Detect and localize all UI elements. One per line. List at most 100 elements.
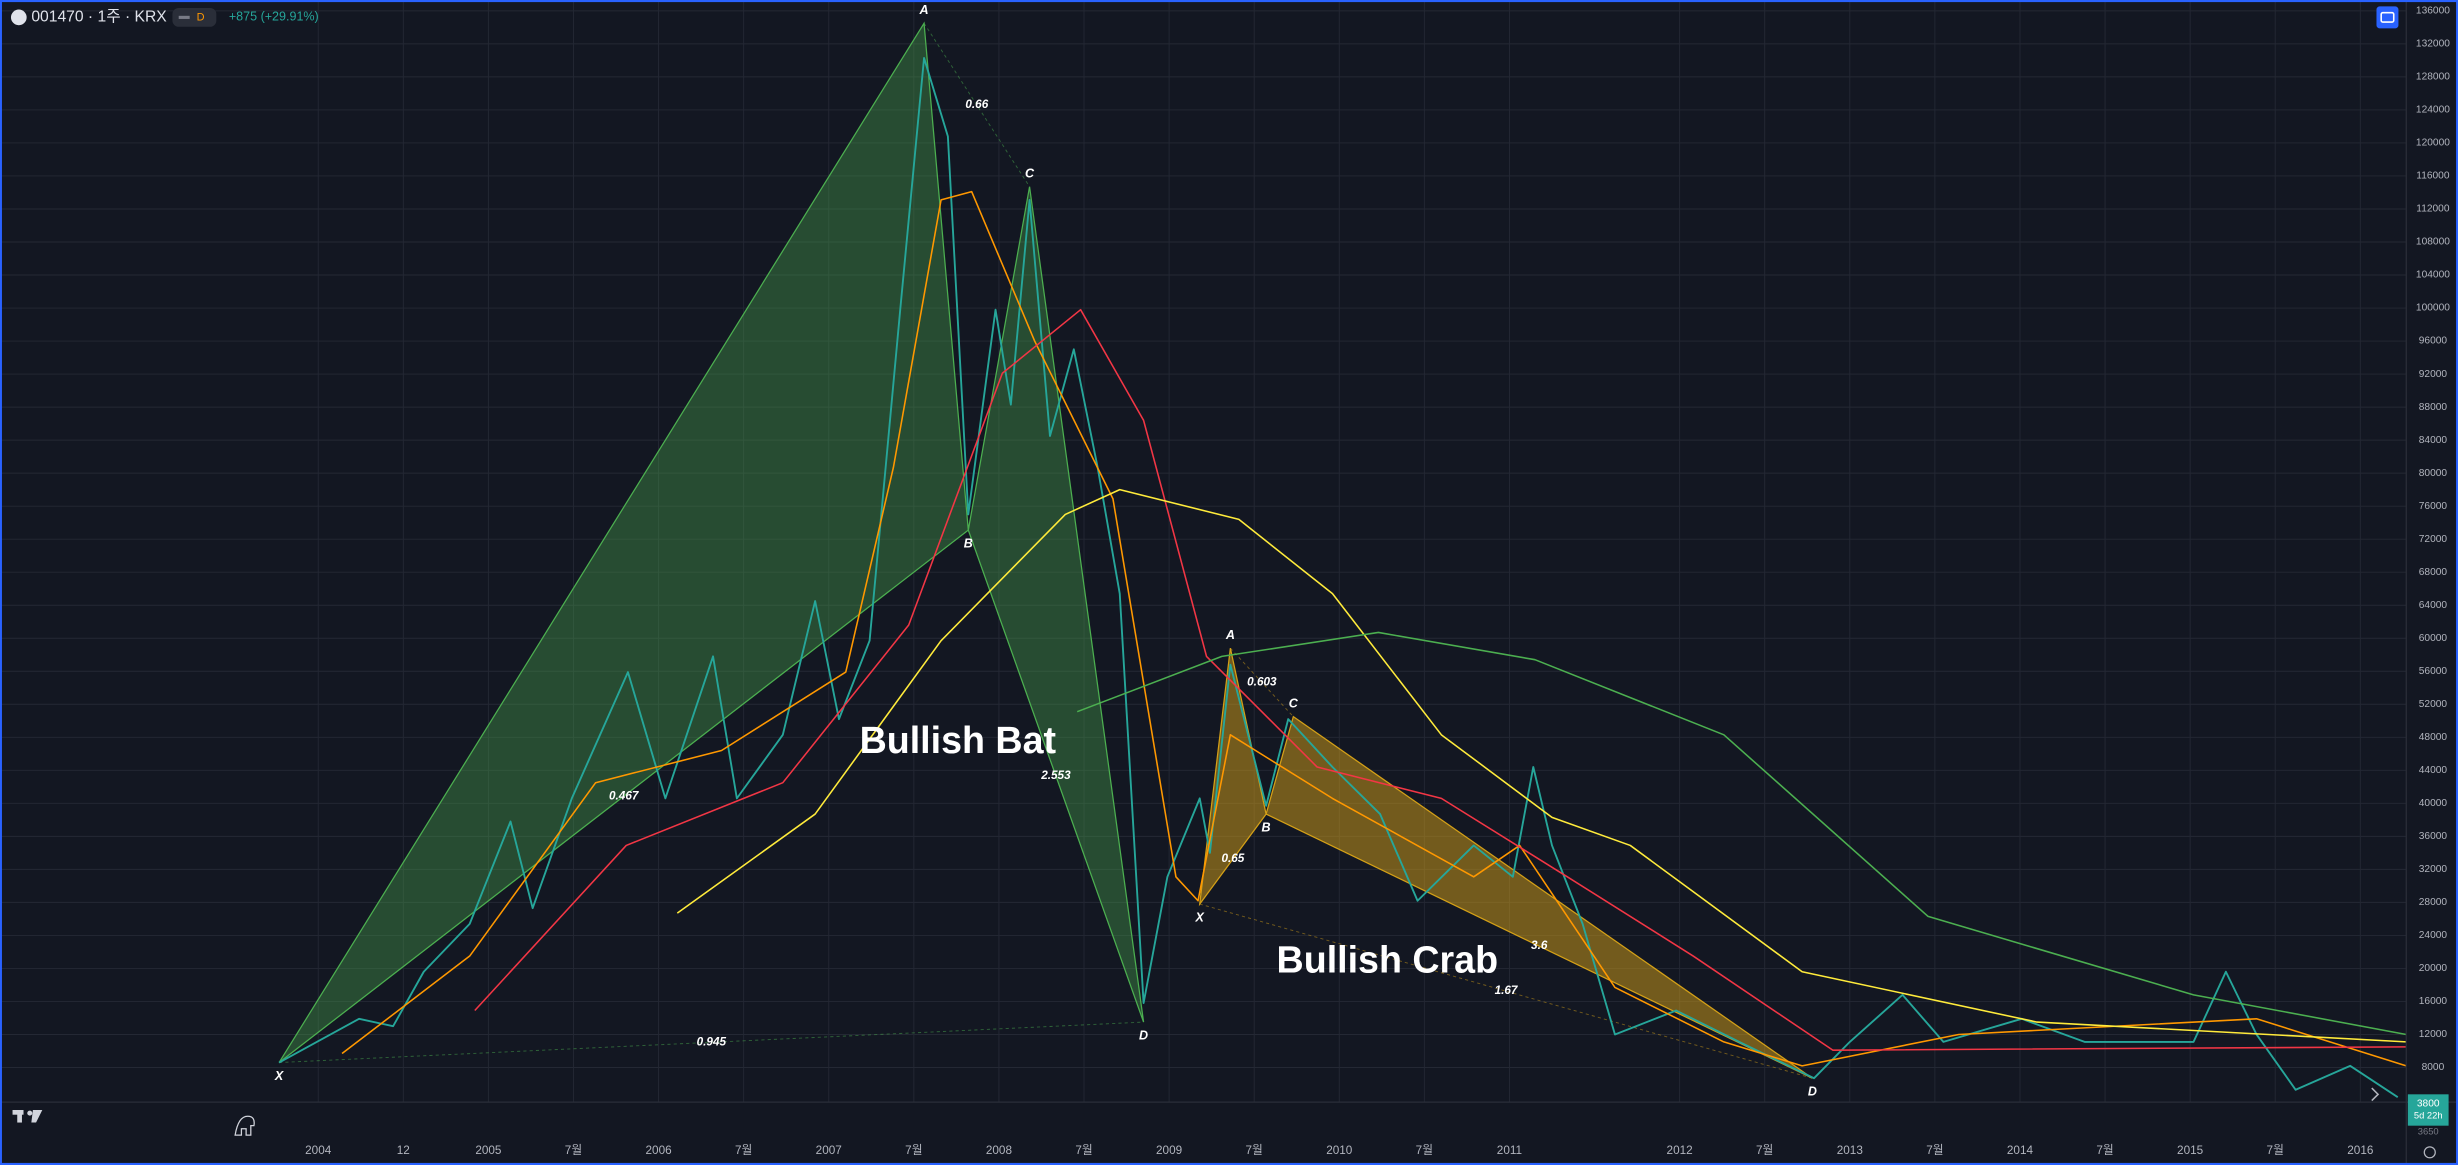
point-label: A <box>1225 628 1235 642</box>
x-tick-label: 7월 <box>2267 1144 2284 1157</box>
pattern-name: Bullish Bat <box>860 719 1057 761</box>
y-tick-label: 28000 <box>2419 897 2448 908</box>
x-tick-label: 2012 <box>1667 1144 1693 1157</box>
settings-icon <box>2380 11 2395 23</box>
y-tick-label: 40000 <box>2419 798 2448 809</box>
y-tick-label: 128000 <box>2416 72 2450 83</box>
ratio-label: 0.65 <box>1221 852 1244 865</box>
y-tick-label: 92000 <box>2419 369 2448 380</box>
series-line <box>341 190 2407 1067</box>
y-tick-label: 8000 <box>2422 1062 2445 1073</box>
grid-layer <box>0 0 2407 1103</box>
pattern-leg <box>1198 648 1267 907</box>
y-tick-label: 20000 <box>2419 963 2448 974</box>
y-tick-label: 100000 <box>2416 303 2450 314</box>
symbol-icon <box>10 9 27 26</box>
y-tick-label: 124000 <box>2416 105 2450 116</box>
y-tick-label: 56000 <box>2419 666 2448 677</box>
x-tick-label: 2008 <box>986 1144 1013 1157</box>
x-tick-label: 2016 <box>2347 1144 2374 1157</box>
x-tick-label: 7월 <box>565 1144 582 1157</box>
series-line <box>1076 631 2407 1036</box>
y-tick-label: 96000 <box>2419 336 2448 347</box>
ratio-label: 0.467 <box>609 789 639 802</box>
y-tick-label: 16000 <box>2419 996 2448 1007</box>
x-tick-label: 2013 <box>1837 1144 1864 1157</box>
y-tick-label: 36000 <box>2419 831 2448 842</box>
y-tick-label: 52000 <box>2419 699 2448 710</box>
ratio-line <box>1265 813 1813 1079</box>
pattern-name: Bullish Crab <box>1277 939 1499 981</box>
y-tick-label: 60000 <box>2419 633 2448 644</box>
interval-badge[interactable] <box>172 7 217 27</box>
y-tick-label: 48000 <box>2419 732 2448 743</box>
scale-settings[interactable] <box>2423 1146 2436 1159</box>
ratio-line <box>279 1021 1144 1064</box>
x-tick-label: 7월 <box>735 1144 752 1157</box>
y-tick-label: 88000 <box>2419 402 2448 413</box>
y-tick-label: 24000 <box>2419 930 2448 941</box>
symbol-text[interactable]: 001470 · 1주 · KRX <box>31 9 167 26</box>
point-label: B <box>964 537 973 551</box>
y-tick-label: 108000 <box>2416 237 2450 248</box>
settings-button[interactable] <box>2376 6 2399 29</box>
x-tick-label: 2006 <box>646 1144 673 1157</box>
y-tick-label: 32000 <box>2419 864 2448 875</box>
point-label: D <box>1808 1085 1817 1099</box>
point-label: X <box>274 1069 284 1083</box>
y-tick-label: 112000 <box>2416 204 2450 215</box>
y-tick-label: 72000 <box>2419 534 2448 545</box>
logo-part <box>27 1110 33 1116</box>
change-text: +875 (+29.91%) <box>229 10 319 24</box>
point-label: C <box>1025 166 1035 180</box>
series-line <box>278 56 2399 1098</box>
logo-part <box>31 1109 43 1123</box>
badge-text: D <box>197 11 205 23</box>
x-tick-label: 7월 <box>1756 1144 1773 1157</box>
last-price: 3800 <box>2417 1098 2440 1109</box>
last-price-box <box>2407 1094 2449 1126</box>
x-tick-label: 2009 <box>1156 1144 1182 1157</box>
point-label: B <box>1262 820 1271 834</box>
point-label: A <box>919 3 929 17</box>
countdown: 5d 22h <box>2414 1110 2443 1121</box>
ratio-label: 2.553 <box>1040 769 1071 782</box>
x-tick-label: 2007 <box>816 1144 842 1157</box>
y-tick-label: 136000 <box>2416 6 2450 17</box>
point-label: D <box>1139 1029 1148 1043</box>
ratio-label: 0.66 <box>965 98 988 111</box>
ratio-line <box>278 529 969 1063</box>
dino-icon[interactable] <box>234 1115 255 1136</box>
y-tick-label: 80000 <box>2419 468 2448 479</box>
series-layer <box>278 56 2407 1098</box>
x-tick-label: 2011 <box>1497 1144 1522 1157</box>
x-tick-label: 2014 <box>2007 1144 2034 1157</box>
x-tick-label: 7월 <box>1416 1144 1433 1157</box>
x-tick-label: 7월 <box>1926 1144 1943 1157</box>
x-tick-label: 7월 <box>2096 1144 2113 1157</box>
point-label: C <box>1289 696 1299 710</box>
y-tick-label: 120000 <box>2416 138 2450 149</box>
point-label: X <box>1195 910 1205 924</box>
y-tick-label: 64000 <box>2419 600 2448 611</box>
y-tick-label: 104000 <box>2416 270 2450 281</box>
x-tick-label: 2004 <box>305 1144 332 1157</box>
x-tick-label: 12 <box>397 1144 410 1157</box>
badge-icon <box>178 15 190 19</box>
logo-part <box>17 1109 22 1123</box>
series-line <box>676 488 2407 1043</box>
ratio-label: 0.945 <box>697 1035 727 1048</box>
x-tick-label: 2015 <box>2177 1144 2204 1157</box>
scroll-right[interactable] <box>2371 1087 2380 1102</box>
label-layer: 8000 12000 16000 20000 24000 28000 32000 36000 4… <box>274 3 2450 1157</box>
x-tick-label: 2005 <box>475 1144 502 1157</box>
y-tick-label: 84000 <box>2419 435 2448 446</box>
y-tick-label: 76000 <box>2419 501 2448 512</box>
scale-low-label: 3650 <box>2418 1125 2439 1136</box>
y-tick-label: 44000 <box>2419 765 2448 776</box>
x-tick-label: 7월 <box>1246 1144 1263 1157</box>
